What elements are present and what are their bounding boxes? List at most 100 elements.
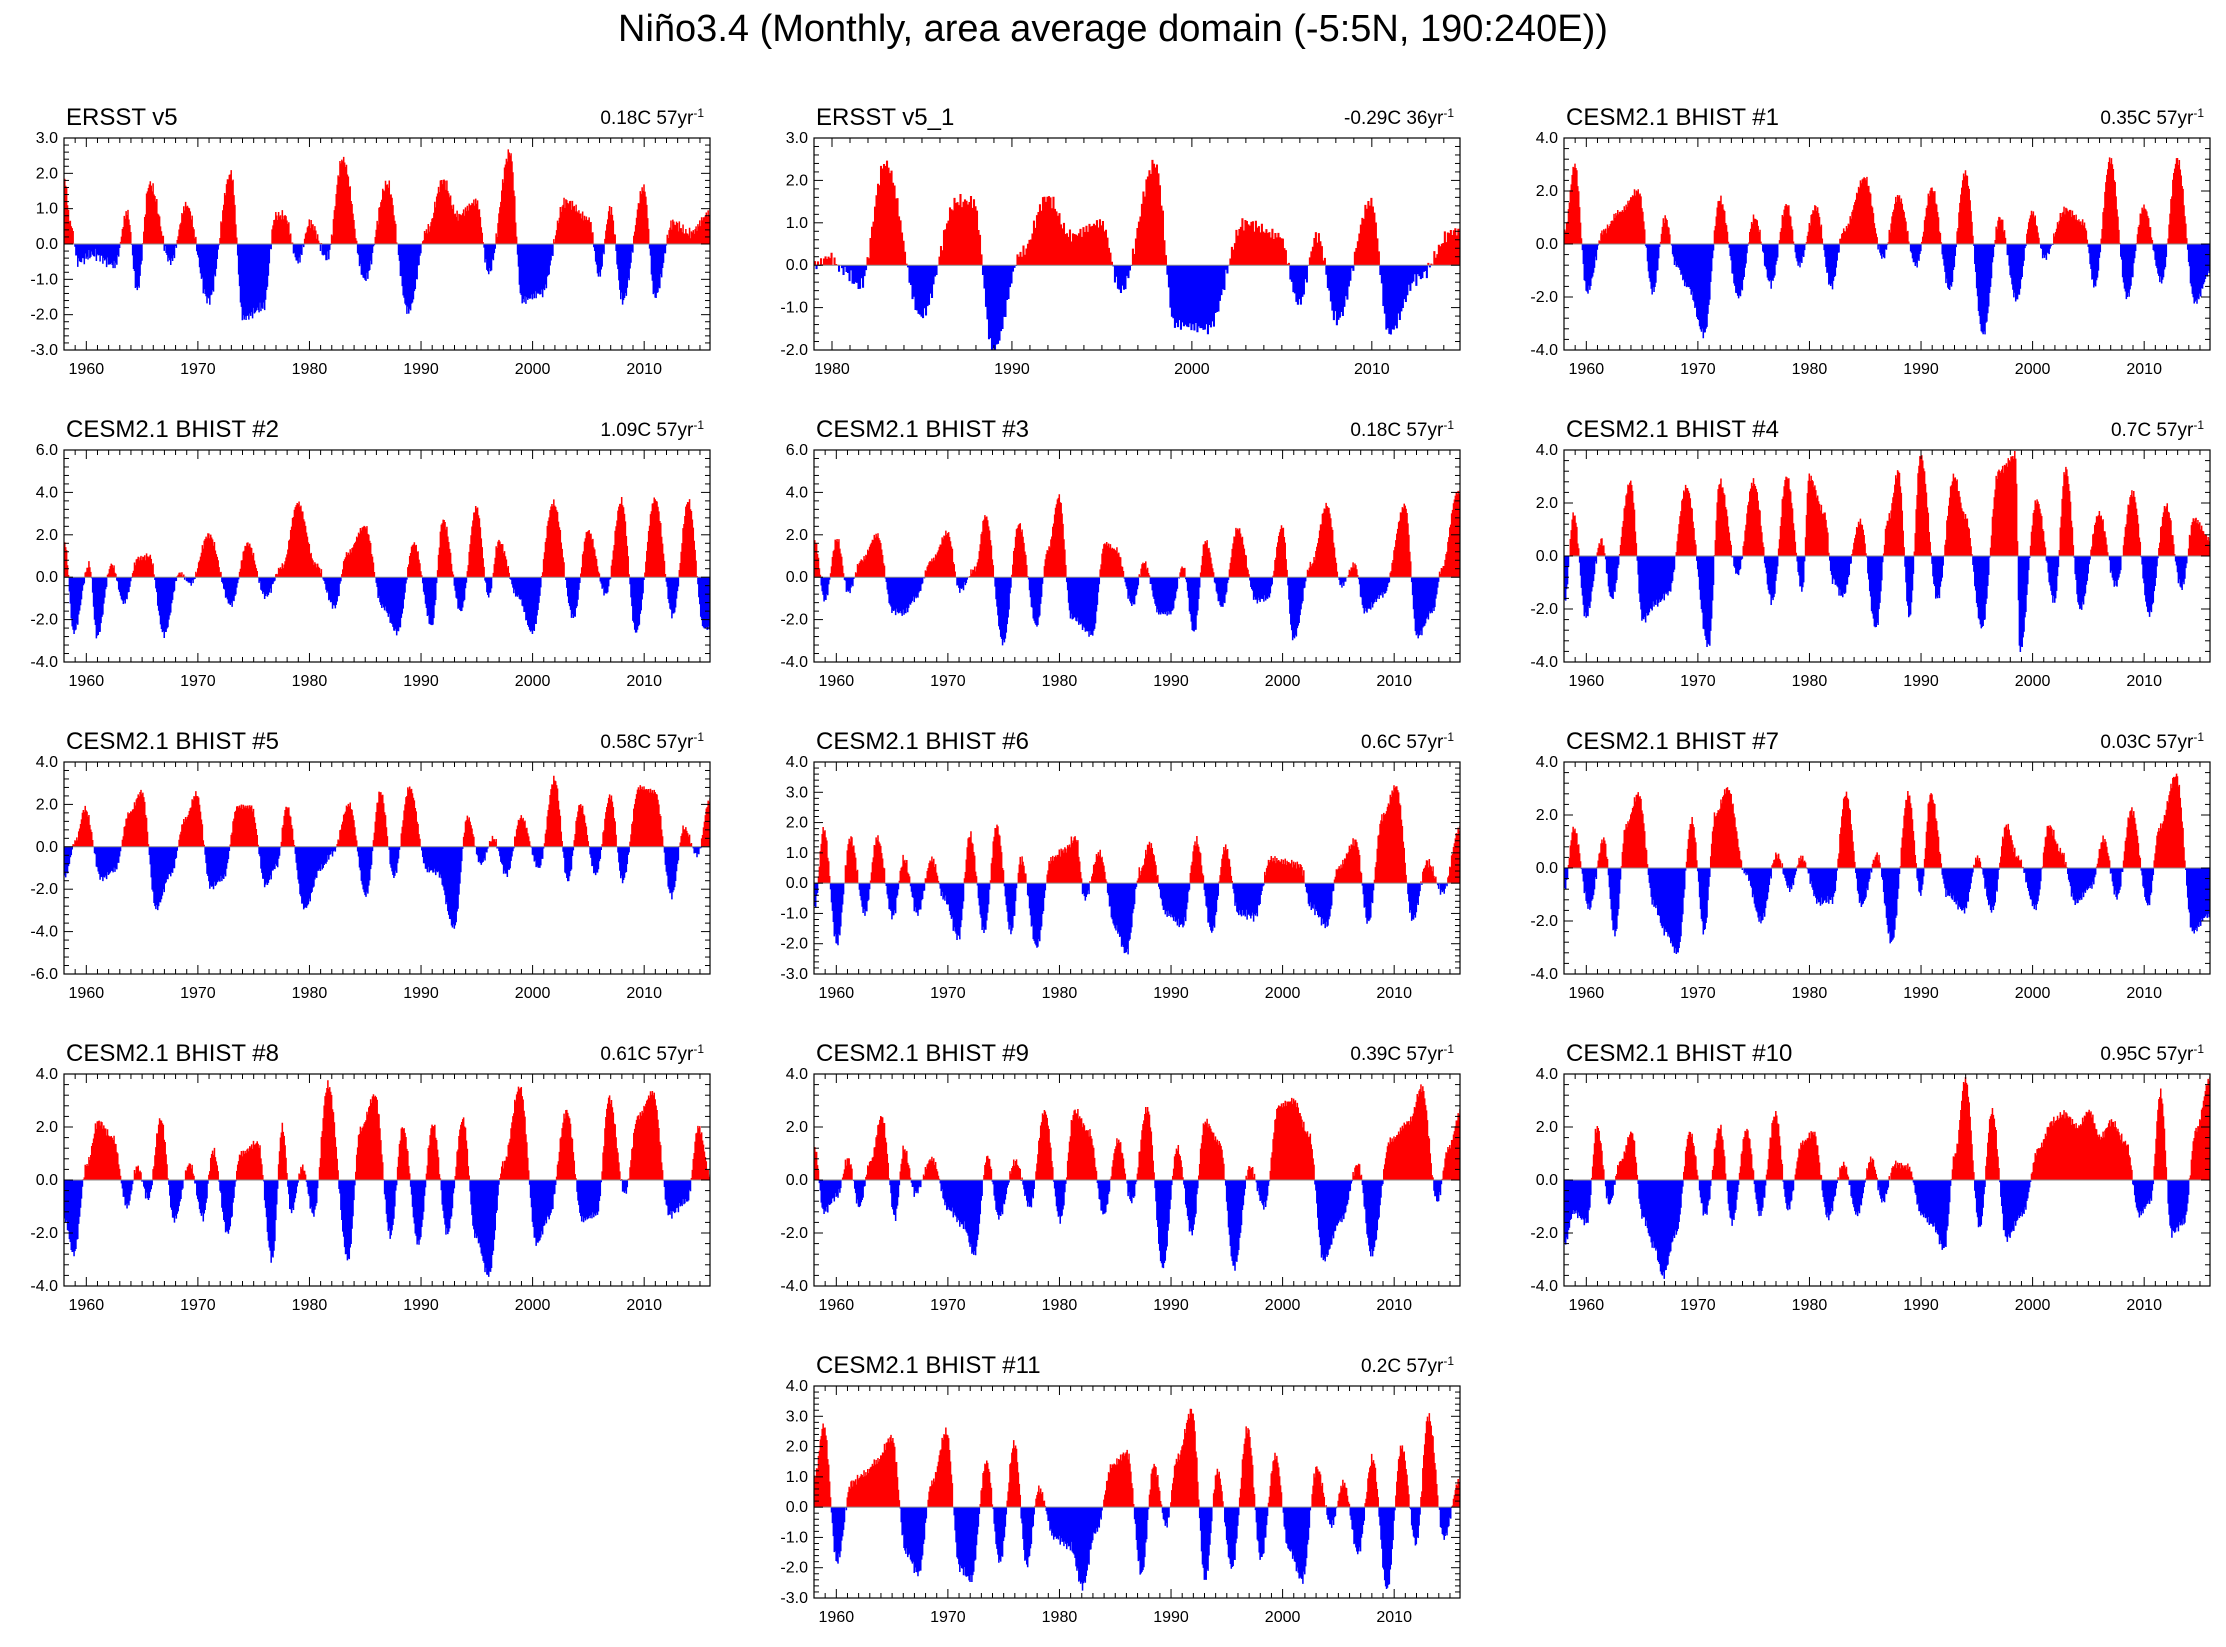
y-tick-label: -4.0: [30, 1278, 58, 1295]
x-tick-label: 1980: [1792, 1297, 1828, 1314]
positive-anomaly-fill: [82, 1080, 710, 1180]
x-tick-label: 1980: [1042, 1609, 1078, 1626]
positive-anomaly-fill: [1568, 450, 2210, 556]
x-tick-label: 2010: [626, 985, 662, 1002]
panel-title: CESM2.1 BHIST #11: [816, 1352, 1041, 1379]
x-tick-label: 1970: [180, 1297, 216, 1314]
trend-label: 0.61C 57yr-1: [600, 1042, 704, 1065]
panel-title: CESM2.1 BHIST #10: [1566, 1040, 1792, 1067]
y-tick-label: 0.0: [1536, 548, 1558, 565]
y-tick-label: -4.0: [780, 1278, 808, 1295]
y-tick-label: 6.0: [36, 442, 58, 459]
x-tick-label: 1960: [819, 1609, 855, 1626]
x-tick-label: 1960: [69, 361, 105, 378]
y-tick-label: -2.0: [1530, 601, 1558, 618]
y-tick-label: -1.0: [780, 905, 808, 922]
y-tick-label: 2.0: [36, 1119, 58, 1136]
x-tick-label: 1990: [1903, 1297, 1939, 1314]
positive-anomaly-fill: [72, 775, 710, 847]
x-tick-label: 1980: [292, 985, 328, 1002]
y-tick-label: -2.0: [780, 612, 808, 629]
x-tick-label: 1960: [1569, 1297, 1605, 1314]
panel-title: CESM2.1 BHIST #2: [66, 416, 279, 443]
x-tick-label: 1970: [180, 673, 216, 690]
plot-frame: [63, 449, 711, 663]
trend-label: 0.03C 57yr-1: [2100, 730, 2204, 753]
y-tick-label: -2.0: [780, 936, 808, 953]
x-tick-label: 1990: [1153, 985, 1189, 1002]
y-tick-label: -4.0: [1530, 1278, 1558, 1295]
y-tick-label: 0.0: [786, 1499, 808, 1516]
x-tick-label: 1980: [1042, 985, 1078, 1002]
x-tick-label: 2010: [2126, 673, 2162, 690]
x-tick-label: 1960: [69, 673, 105, 690]
panel-bhist-7: CESM2.1 BHIST #7 0.03C 57yr-1 -4.0 -2.0 0.0 2…: [1500, 712, 2226, 1012]
chart-svg: CESM2.1 BHIST #4 0.7C 57yr-1 -4.0 -2.0 0.0 2.…: [1530, 416, 2211, 690]
trend-label: 0.6C 57yr-1: [1361, 730, 1454, 753]
panel-bhist-9: CESM2.1 BHIST #9 0.39C 57yr-1 -4.0 -2.0 0.0 2…: [750, 1024, 1490, 1324]
y-tick-label: -3.0: [780, 1590, 808, 1607]
negative-anomaly-fill: [815, 265, 1431, 350]
y-tick-label: -2.0: [30, 612, 58, 629]
y-tick-label: 0.0: [786, 257, 808, 274]
y-tick-label: -2.0: [780, 342, 808, 359]
x-tick-label: 1980: [1792, 673, 1828, 690]
x-tick-label: 2010: [626, 361, 662, 378]
plot-frame: [813, 137, 1461, 351]
y-tick-label: -2.0: [30, 1225, 58, 1242]
x-tick-label: 2010: [1376, 1609, 1412, 1626]
y-tick-label: -4.0: [30, 654, 58, 671]
negative-anomaly-fill: [64, 1180, 692, 1277]
negative-anomaly-fill: [1564, 1180, 2190, 1279]
x-tick-label: 2010: [1354, 361, 1390, 378]
y-tick-label: 0.0: [786, 1172, 808, 1189]
chart-svg: CESM2.1 BHIST #11 0.2C 57yr-1 -3.0 -2.0 -1.0…: [780, 1352, 1461, 1626]
y-tick-label: 2.0: [786, 527, 808, 544]
y-tick-label: -1.0: [30, 271, 58, 288]
y-tick-label: 2.0: [1536, 1119, 1558, 1136]
x-tick-label: 1980: [814, 361, 850, 378]
y-tick-label: 2.0: [36, 796, 58, 813]
x-tick-label: 1990: [1153, 673, 1189, 690]
y-tick-label: -4.0: [1530, 654, 1558, 671]
y-tick-label: 0.0: [36, 839, 58, 856]
x-tick-label: 2010: [1376, 985, 1412, 1002]
panel-bhist-8: CESM2.1 BHIST #8 0.61C 57yr-1 -4.0 -2.0 0.0 2…: [0, 1024, 740, 1324]
figure-title: Niño3.4 (Monthly, area average domain (-…: [618, 8, 1608, 50]
panel-title: CESM2.1 BHIST #4: [1566, 416, 1779, 443]
y-tick-label: 4.0: [1536, 130, 1558, 147]
x-tick-label: 1970: [180, 985, 216, 1002]
positive-anomaly-fill: [814, 159, 1460, 266]
y-tick-label: 4.0: [36, 754, 58, 771]
y-tick-label: 0.0: [1536, 860, 1558, 877]
x-tick-label: 1990: [403, 1297, 439, 1314]
x-tick-label: 1970: [180, 361, 216, 378]
chart-svg: CESM2.1 BHIST #3 0.18C 57yr-1 -4.0 -2.0 0.0 2…: [780, 416, 1461, 690]
x-tick-label: 2000: [515, 1297, 551, 1314]
x-tick-label: 1980: [1042, 673, 1078, 690]
x-tick-label: 2010: [2126, 361, 2162, 378]
chart-svg: CESM2.1 BHIST #6 0.6C 57yr-1 -3.0 -2.0 -1.0 0…: [780, 728, 1461, 1002]
x-tick-label: 1980: [292, 361, 328, 378]
panel-bhist-5: CESM2.1 BHIST #5 0.58C 57yr-1 -6.0 -4.0 -2.0…: [0, 712, 740, 1012]
panel-title: ERSST v5: [66, 104, 178, 131]
positive-anomaly-fill: [64, 496, 698, 578]
y-tick-label: 3.0: [786, 1408, 808, 1425]
y-tick-label: -3.0: [30, 342, 58, 359]
negative-anomaly-fill: [64, 846, 702, 929]
panel-ersst-v5-1: ERSST v5_1 -0.29C 36yr-1 -2.0 -1.0 0.0 1.0 2.0…: [750, 88, 1490, 388]
positive-anomaly-fill: [814, 1084, 1460, 1180]
panel-bhist-3: CESM2.1 BHIST #3 0.18C 57yr-1 -4.0 -2.0 0.0 2…: [750, 400, 1490, 700]
chart-svg: ERSST v5 0.18C 57yr-1 -3.0 -2.0 -1.0 0.0 1.0 2.…: [30, 104, 711, 378]
x-tick-label: 1960: [69, 985, 105, 1002]
y-tick-label: 1.0: [786, 845, 808, 862]
x-tick-label: 1960: [819, 1297, 855, 1314]
y-tick-label: 0.0: [786, 569, 808, 586]
y-tick-label: 2.0: [786, 1439, 808, 1456]
y-tick-label: 2.0: [36, 165, 58, 182]
chart-svg: CESM2.1 BHIST #2 1.09C 57yr-1 -4.0 -2.0 0.0 2…: [30, 416, 711, 690]
y-tick-label: 2.0: [786, 815, 808, 832]
panel-title: CESM2.1 BHIST #6: [816, 728, 1029, 755]
x-tick-label: 2000: [2015, 985, 2051, 1002]
y-tick-label: -2.0: [780, 1560, 808, 1577]
